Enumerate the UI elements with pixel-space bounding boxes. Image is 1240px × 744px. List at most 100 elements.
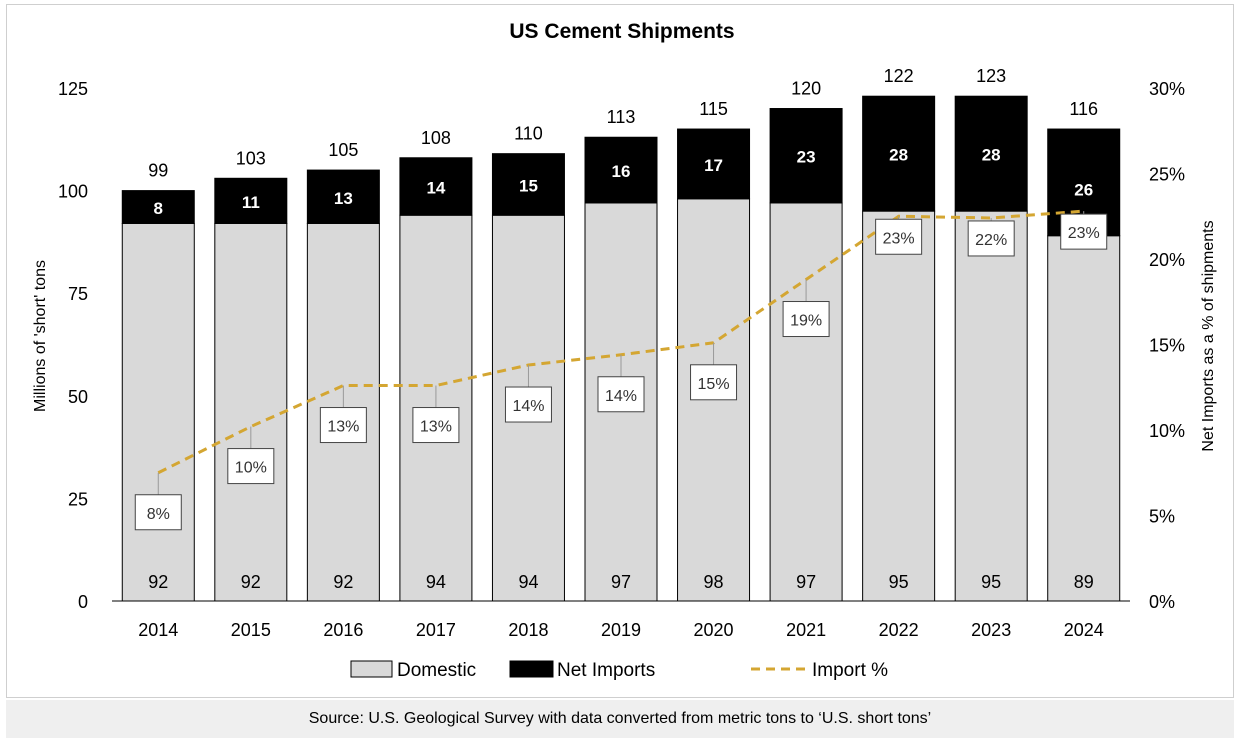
pct-value-label: 14% (512, 398, 544, 415)
chart-title: US Cement Shipments (509, 20, 734, 43)
domestic-value-label: 97 (611, 572, 631, 592)
x-tick-label: 2017 (416, 620, 456, 640)
domestic-value-label: 97 (796, 572, 816, 592)
pct-value-label: 13% (420, 419, 452, 436)
domestic-value-label: 95 (981, 572, 1001, 592)
bar-domestic-2022 (862, 210, 936, 602)
net-imports-value-label: 26 (1074, 180, 1093, 199)
pct-value-label: 13% (327, 419, 359, 436)
total-value-label: 99 (148, 161, 168, 181)
total-value-label: 115 (699, 99, 728, 119)
x-tick-label: 2024 (1064, 620, 1104, 640)
pct-label-box (782, 301, 830, 338)
pct-value-label: 8% (147, 506, 170, 523)
x-tick-label: 2015 (231, 620, 271, 640)
x-tick-label: 2016 (323, 620, 363, 640)
legend-label-import-pct: Import % (812, 660, 888, 681)
domestic-value-label: 94 (518, 572, 538, 592)
pct-value-label: 10% (235, 460, 267, 477)
bar-net-imports-2017 (399, 157, 473, 216)
pct-value-label: 15% (698, 376, 730, 393)
bar-net-imports-2014 (121, 190, 195, 224)
x-tick-label: 2020 (694, 620, 734, 640)
y-tick-label: 75 (68, 284, 88, 304)
y2-tick-label: 15% (1149, 336, 1185, 356)
bar-domestic-2023 (954, 210, 1028, 602)
domestic-value-label: 92 (241, 572, 261, 592)
y2-tick-label: 30% (1149, 79, 1185, 99)
bar-domestic-2014 (121, 222, 195, 602)
net-imports-value-label: 11 (242, 193, 260, 212)
domestic-value-label: 95 (889, 572, 909, 592)
y2-tick-label: 5% (1149, 507, 1175, 527)
total-value-label: 103 (236, 148, 266, 168)
net-imports-value-label: 16 (612, 162, 631, 181)
bar-net-imports-2023 (954, 95, 1028, 212)
pct-value-label: 22% (975, 232, 1007, 249)
pct-value-label: 23% (883, 230, 915, 247)
bar-domestic-2024 (1047, 235, 1121, 602)
y2-axis-label: Net Imports as a % of shipments (1200, 220, 1217, 451)
y-tick-label: 25 (68, 489, 88, 509)
y2-tick-label: 20% (1149, 250, 1185, 270)
x-tick-label: 2014 (138, 620, 178, 640)
total-value-label: 108 (421, 128, 451, 148)
pct-label-box (875, 218, 923, 255)
legend-label-net-imports: Net Imports (557, 660, 655, 681)
y-tick-label: 0 (78, 592, 88, 612)
pct-label-box (504, 386, 552, 423)
net-imports-value-label: 14 (426, 178, 445, 197)
y2-tick-label: 10% (1149, 421, 1185, 441)
pct-value-label: 19% (790, 313, 822, 330)
net-imports-value-label: 13 (334, 189, 353, 208)
total-value-label: 123 (976, 66, 1006, 86)
pct-label-box (134, 494, 182, 531)
x-tick-label: 2019 (601, 620, 641, 640)
y-tick-label: 50 (68, 387, 88, 407)
domestic-value-label: 92 (333, 572, 353, 592)
x-tick-label: 2022 (879, 620, 919, 640)
total-value-label: 116 (1069, 99, 1098, 119)
domestic-value-label: 89 (1074, 572, 1094, 592)
net-imports-value-label: 28 (889, 146, 908, 165)
total-value-label: 113 (607, 107, 636, 127)
net-imports-value-label: 28 (982, 146, 1001, 165)
total-value-label: 120 (791, 79, 821, 99)
pct-label-box (1060, 213, 1108, 250)
legend-swatch-domestic (350, 660, 393, 678)
pct-label-box (319, 407, 367, 444)
domestic-value-label: 94 (426, 572, 446, 592)
net-imports-value-label: 15 (519, 176, 538, 195)
x-tick-label: 2023 (971, 620, 1011, 640)
pct-label-box (597, 376, 645, 413)
domestic-value-label: 98 (704, 572, 724, 592)
y-tick-label: 100 (58, 182, 88, 202)
pct-label-box (967, 220, 1015, 257)
domestic-value-label: 92 (148, 572, 168, 592)
pct-value-label: 23% (1068, 225, 1100, 242)
y-axis-label: Millions of 'short' tons (32, 260, 49, 412)
y-tick-label: 125 (58, 79, 88, 99)
net-imports-value-label: 8 (154, 199, 163, 218)
y2-tick-label: 25% (1149, 165, 1185, 185)
net-imports-value-label: 23 (797, 148, 816, 167)
bar-net-imports-2020 (677, 128, 751, 200)
total-value-label: 110 (514, 124, 543, 144)
x-tick-label: 2018 (508, 620, 548, 640)
legend-swatch-net-imports (509, 660, 554, 678)
bar-net-imports-2018 (491, 153, 565, 216)
legend-label-domestic: Domestic (397, 660, 476, 681)
pct-value-label: 14% (605, 388, 637, 405)
total-value-label: 122 (884, 66, 914, 86)
bar-net-imports-2022 (862, 95, 936, 212)
pct-label-box (227, 448, 275, 485)
pct-label-box (412, 407, 460, 444)
x-tick-label: 2021 (786, 620, 826, 640)
source-note: Source: U.S. Geological Survey with data… (6, 700, 1234, 738)
total-value-label: 105 (328, 140, 358, 160)
bar-net-imports-2016 (306, 169, 380, 224)
bar-domestic-2015 (214, 222, 288, 602)
bar-net-imports-2019 (584, 136, 658, 204)
pct-label-box (690, 364, 738, 401)
